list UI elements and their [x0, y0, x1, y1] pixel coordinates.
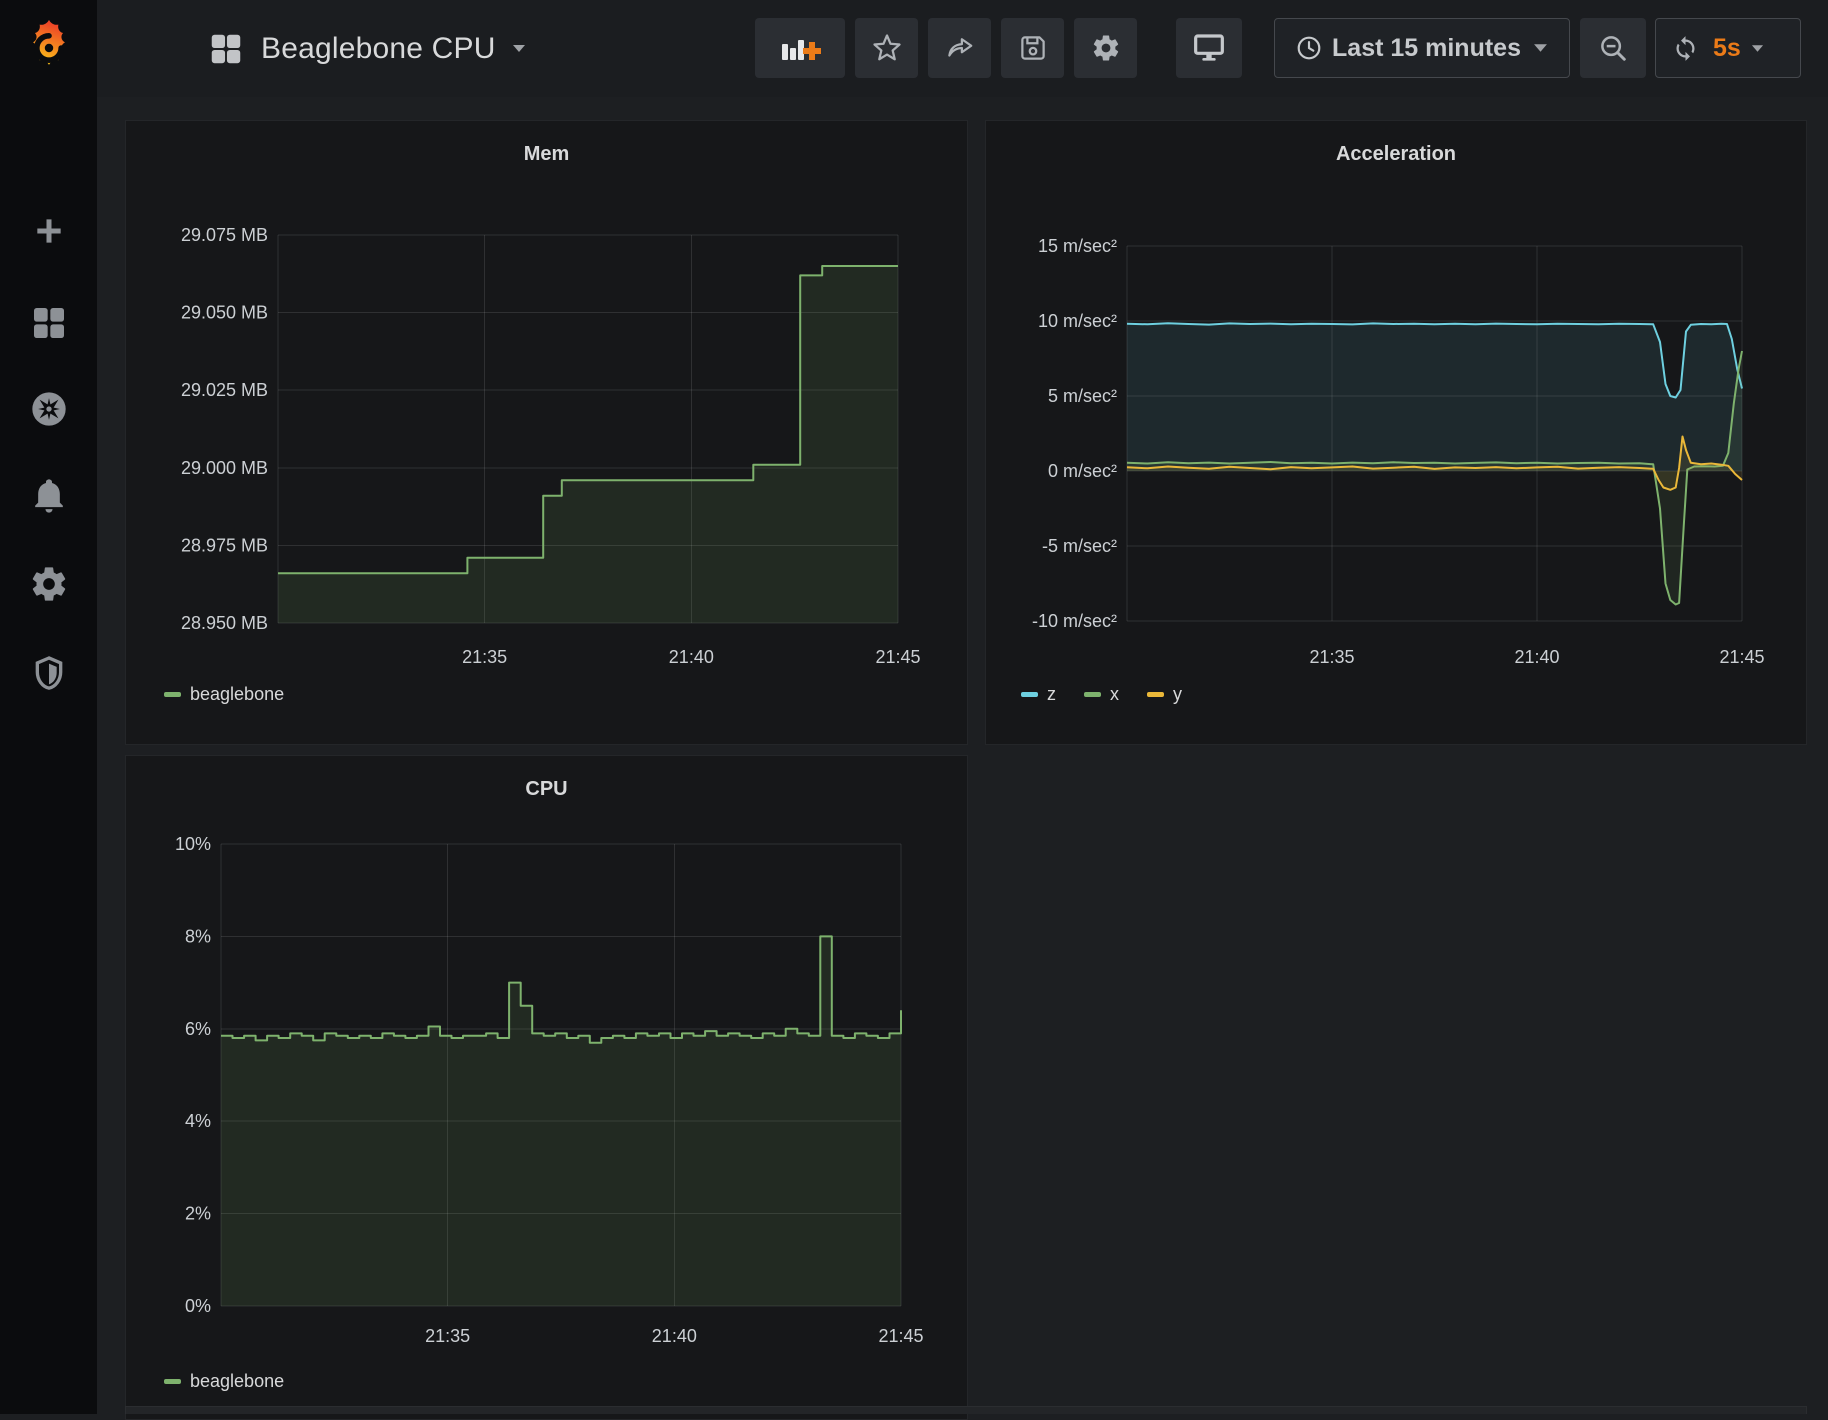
series-fill-beaglebone: [221, 936, 901, 1306]
panel-acceleration: Acceleration 15 m/sec²10 m/sec²5 m/sec²0…: [985, 120, 1807, 745]
y-tick-label: 28.950 MB: [181, 613, 268, 633]
y-tick-label: 0%: [185, 1296, 211, 1316]
legend-swatch: [1084, 692, 1101, 697]
zoom-out-icon: [1598, 33, 1628, 63]
gear-icon: [1091, 33, 1121, 63]
y-tick-label: 29.050 MB: [181, 303, 268, 323]
bell-icon: [29, 476, 69, 516]
dashboard-title-dropdown[interactable]: Beaglebone CPU: [207, 0, 526, 97]
sidebar-item-server-admin[interactable]: [0, 642, 97, 704]
x-tick-label: 21:40: [669, 647, 714, 667]
legend-label: z: [1047, 684, 1056, 705]
x-tick-label: 21:40: [1514, 647, 1559, 667]
legend-swatch: [1147, 692, 1164, 697]
y-tick-label: 10 m/sec²: [1038, 311, 1117, 331]
series-fill-beaglebone: [278, 266, 898, 623]
compass-icon: [29, 389, 69, 429]
chevron-down-icon: [1751, 44, 1764, 53]
x-tick-label: 21:35: [425, 1326, 470, 1346]
legend-item-z[interactable]: z: [1021, 684, 1056, 705]
cpu-chart[interactable]: 10% 8% 6% 4% 2% 0% 21:35 21:40 21:45: [126, 756, 967, 1366]
gear-icon: [29, 564, 69, 604]
x-tick-label: 21:35: [462, 647, 507, 667]
legend-label: beaglebone: [190, 684, 284, 705]
chevron-down-icon: [512, 44, 526, 53]
legend-item-beaglebone[interactable]: beaglebone: [164, 1371, 284, 1392]
series-fill-z: [1127, 323, 1742, 471]
y-tick-label: -5 m/sec²: [1042, 536, 1117, 556]
share-button[interactable]: [928, 18, 991, 78]
navbar: Beaglebone CPU: [97, 0, 1828, 97]
next-row-panel-edge: [125, 1406, 1807, 1414]
y-tick-label: 6%: [185, 1019, 211, 1039]
y-tick-label: 5 m/sec²: [1048, 386, 1117, 406]
dashboard-title: Beaglebone CPU: [261, 32, 496, 66]
sidebar-item-create[interactable]: [0, 200, 97, 262]
x-tick-label: 21:35: [1309, 647, 1354, 667]
mem-legend: beaglebone: [164, 681, 284, 707]
add-panel-icon: [778, 32, 822, 64]
acceleration-legend: zxy: [1021, 681, 1182, 707]
y-tick-label: 15 m/sec²: [1038, 236, 1117, 256]
x-tick-label: 21:40: [652, 1326, 697, 1346]
shield-icon: [29, 653, 69, 693]
legend-label: x: [1110, 684, 1119, 705]
grafana-dashboard: { "navbar": { "title": "Beaglebone CPU",…: [0, 0, 1828, 1414]
grafana-logo[interactable]: [18, 17, 80, 79]
x-tick-label: 21:45: [878, 1326, 923, 1346]
dashboard-squares-icon: [207, 30, 245, 68]
y-tick-label: 28.975 MB: [181, 535, 268, 555]
sidebar-item-alerting[interactable]: [0, 465, 97, 527]
sidebar-item-explore[interactable]: [0, 378, 97, 440]
legend-item-y[interactable]: y: [1147, 684, 1182, 705]
refresh-picker[interactable]: 5s: [1655, 18, 1801, 78]
sidebar-item-configuration[interactable]: [0, 553, 97, 615]
legend-label: y: [1173, 684, 1182, 705]
cycle-view-mode-button[interactable]: [1176, 18, 1242, 78]
x-tick-label: 21:45: [1719, 647, 1764, 667]
refresh-interval-label: 5s: [1713, 34, 1741, 63]
cpu-legend: beaglebone: [164, 1368, 284, 1394]
series-line-beaglebone: [221, 936, 901, 1042]
grafana-flame-icon: [19, 18, 79, 78]
mem-chart[interactable]: 29.075 MB 29.050 MB 29.025 MB 29.000 MB 28.9…: [126, 121, 967, 681]
y-tick-label: 29.000 MB: [181, 458, 268, 478]
sidebar: [0, 0, 97, 1414]
legend-swatch: [164, 1379, 181, 1384]
star-icon: [872, 33, 902, 63]
dashboard-settings-button[interactable]: [1074, 18, 1137, 78]
y-tick-label: -10 m/sec²: [1032, 611, 1117, 631]
sidebar-item-dashboards[interactable]: [0, 292, 97, 354]
clock-icon: [1296, 35, 1322, 61]
legend-swatch: [164, 692, 181, 697]
legend-item-x[interactable]: x: [1084, 684, 1119, 705]
plus-icon: [29, 211, 69, 251]
dashboards-squares-icon: [29, 303, 69, 343]
save-button[interactable]: [1001, 18, 1064, 78]
chevron-down-icon: [1533, 43, 1548, 53]
y-tick-label: 8%: [185, 926, 211, 946]
zoom-out-button[interactable]: [1580, 18, 1646, 78]
y-tick-label: 29.025 MB: [181, 380, 268, 400]
refresh-icon: [1672, 35, 1699, 62]
y-tick-label: 29.075 MB: [181, 225, 268, 245]
star-button[interactable]: [855, 18, 918, 78]
panel-mem: Mem 29.075 MB29.050 MB29.025 MB29.000 MB…: [125, 120, 968, 745]
legend-item-beaglebone[interactable]: beaglebone: [164, 684, 284, 705]
time-range-label: Last 15 minutes: [1332, 34, 1521, 63]
panel-cpu: CPU 10%8%6%4%2%0%21:3521:4021:45 beagleb…: [125, 755, 968, 1420]
acceleration-chart[interactable]: 15 m/sec² 10 m/sec² 5 m/sec² 0 m/sec² -5 m/s…: [986, 121, 1806, 681]
legend-label: beaglebone: [190, 1371, 284, 1392]
y-tick-label: 10%: [175, 834, 211, 854]
y-tick-label: 2%: [185, 1204, 211, 1224]
y-tick-label: 0 m/sec²: [1048, 461, 1117, 481]
share-icon: [945, 33, 975, 63]
monitor-icon: [1193, 33, 1225, 63]
save-icon: [1018, 33, 1048, 63]
add-panel-button[interactable]: [755, 18, 845, 78]
y-tick-label: 4%: [185, 1111, 211, 1131]
legend-swatch: [1021, 692, 1038, 697]
x-tick-label: 21:45: [875, 647, 920, 667]
time-picker-button[interactable]: Last 15 minutes: [1274, 18, 1570, 78]
